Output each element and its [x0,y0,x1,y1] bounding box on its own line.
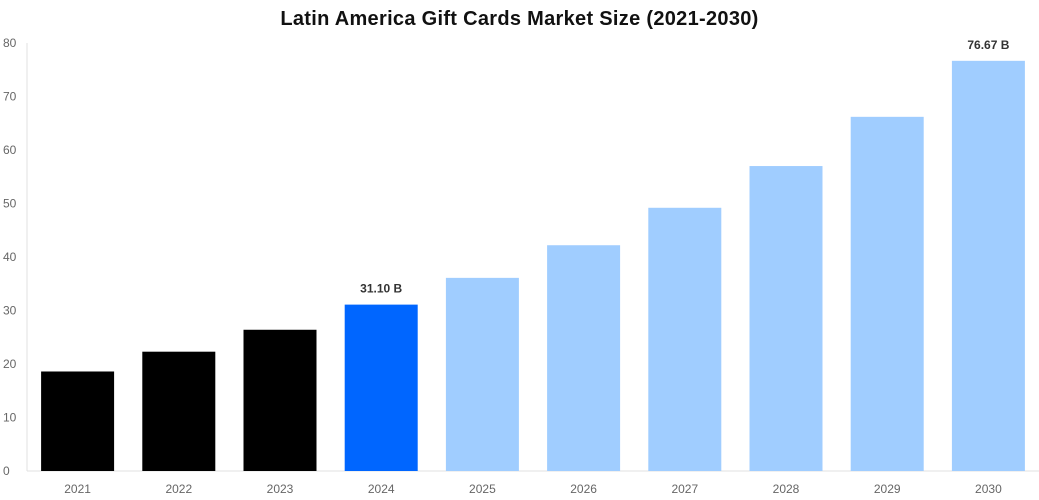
bar-2026 [547,245,621,471]
x-tick-label: 2022 [165,482,192,496]
bar-2021 [41,371,115,471]
x-tick-label: 2027 [671,482,698,496]
bar-2025 [445,277,519,471]
y-tick-label: 40 [3,250,17,264]
data-label: 76.67 B [967,38,1009,52]
y-tick-label: 80 [3,36,17,50]
y-tick-label: 30 [3,304,17,318]
x-tick-label: 2024 [368,482,395,496]
bar-2023 [243,329,317,471]
x-tick-label: 2025 [469,482,496,496]
y-tick-label: 70 [3,90,17,104]
bar-2024 [344,304,418,471]
bar-2027 [648,207,722,471]
bar-2028 [749,166,823,472]
x-tick-label: 2023 [267,482,294,496]
y-tick-label: 0 [3,464,10,478]
x-tick-label: 2026 [570,482,597,496]
x-tick-label: 2028 [773,482,800,496]
bar-2022 [142,351,216,471]
x-tick-label: 2021 [64,482,91,496]
data-label: 31.10 B [360,282,402,296]
y-tick-label: 20 [3,357,17,371]
y-tick-label: 60 [3,143,17,157]
y-tick-label: 50 [3,197,17,211]
bar-2029 [850,116,924,471]
y-tick-label: 10 [3,411,17,425]
chart-title: Latin America Gift Cards Market Size (20… [280,8,759,30]
bar-2030 [951,60,1025,472]
x-tick-label: 2029 [874,482,901,496]
x-tick-label: 2030 [975,482,1002,496]
